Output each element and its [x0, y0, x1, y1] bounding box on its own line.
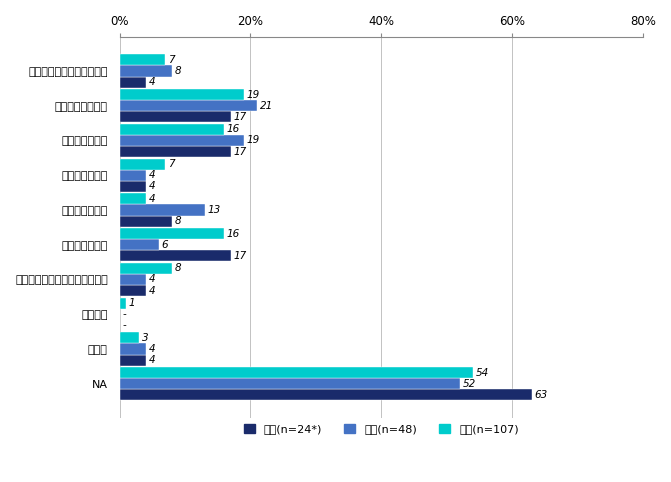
- Legend: 自身(n=24*), 家族(n=48), 遺族(n=107): 自身(n=24*), 家族(n=48), 遺族(n=107): [240, 420, 523, 439]
- Text: 4: 4: [148, 344, 155, 354]
- Bar: [119, 135, 244, 146]
- Text: 4: 4: [148, 170, 155, 180]
- Bar: [119, 111, 231, 122]
- Text: 63: 63: [534, 390, 548, 400]
- Bar: [119, 193, 146, 204]
- Bar: [119, 159, 165, 170]
- Text: 4: 4: [148, 181, 155, 191]
- Text: 8: 8: [174, 216, 181, 226]
- Text: 7: 7: [168, 55, 174, 65]
- Bar: [119, 66, 172, 77]
- Bar: [119, 54, 165, 66]
- Bar: [119, 285, 146, 296]
- Text: -: -: [122, 321, 126, 330]
- Bar: [119, 89, 244, 100]
- Bar: [119, 100, 257, 111]
- Text: 4: 4: [148, 274, 155, 284]
- Text: 4: 4: [148, 355, 155, 365]
- Bar: [119, 274, 146, 285]
- Text: 17: 17: [234, 251, 247, 261]
- Text: 16: 16: [227, 228, 240, 239]
- Bar: [119, 354, 146, 366]
- Bar: [119, 77, 146, 88]
- Text: 17: 17: [234, 112, 247, 122]
- Bar: [119, 215, 172, 227]
- Bar: [119, 378, 460, 389]
- Bar: [119, 297, 126, 308]
- Text: 17: 17: [234, 147, 247, 157]
- Bar: [119, 389, 532, 401]
- Text: 4: 4: [148, 194, 155, 204]
- Text: -: -: [122, 309, 126, 319]
- Text: 7: 7: [168, 159, 174, 169]
- Text: 19: 19: [246, 90, 260, 100]
- Bar: [119, 124, 224, 135]
- Text: 3: 3: [142, 333, 148, 343]
- Bar: [119, 263, 172, 274]
- Bar: [119, 343, 146, 354]
- Bar: [119, 181, 146, 192]
- Text: 1: 1: [129, 298, 136, 308]
- Bar: [119, 332, 139, 343]
- Text: 4: 4: [148, 285, 155, 295]
- Text: 8: 8: [174, 263, 181, 273]
- Bar: [119, 367, 473, 378]
- Text: 52: 52: [462, 379, 476, 388]
- Text: 16: 16: [227, 124, 240, 134]
- Bar: [119, 228, 224, 239]
- Text: 19: 19: [246, 135, 260, 146]
- Bar: [119, 239, 159, 250]
- Text: 8: 8: [174, 66, 181, 76]
- Text: 54: 54: [476, 368, 488, 377]
- Bar: [119, 170, 146, 181]
- Bar: [119, 204, 205, 215]
- Text: 21: 21: [260, 101, 273, 111]
- Bar: [119, 146, 231, 157]
- Bar: [119, 250, 231, 261]
- Text: 4: 4: [148, 77, 155, 87]
- Text: 6: 6: [162, 240, 168, 250]
- Text: 13: 13: [207, 205, 221, 215]
